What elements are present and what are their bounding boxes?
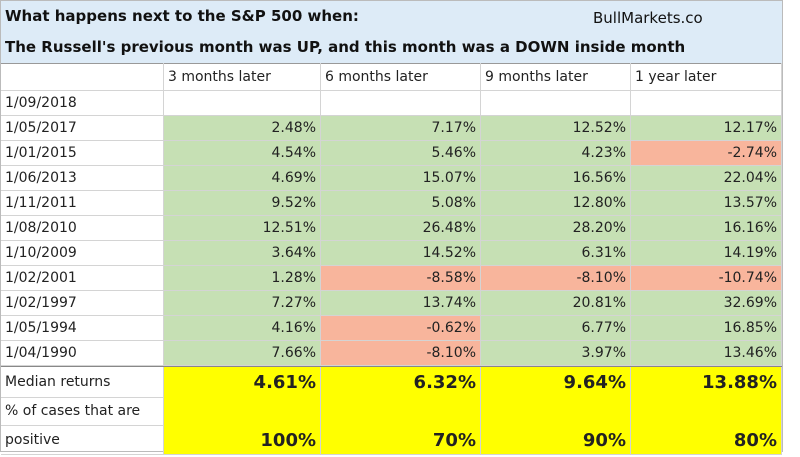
value-cell: -8.58% [321,266,481,291]
value-cell: 6.77% [481,316,631,341]
title-line: The Russell's previous month was UP, and… [5,38,686,56]
table-row: Median returns 4.61% 6.32% 9.64% 13.88% [1,366,782,398]
empty-cell [321,91,481,116]
table-row: 1/05/2017 2.48% 7.17% 12.52% 12.17% [1,116,782,141]
summary-value: 90% [481,426,631,455]
value-cell: 7.66% [164,341,321,366]
value-cell: 13.46% [631,341,782,366]
value-cell: 15.07% [321,166,481,191]
value-cell: 6.31% [481,241,631,266]
date-cell: 1/01/2015 [1,141,164,166]
summary-blank [631,397,782,426]
value-cell: 12.52% [481,116,631,141]
date-cell: 1/05/1994 [1,316,164,341]
value-cell: 4.69% [164,166,321,191]
empty-cell [631,91,782,116]
summary-blank [481,397,631,426]
summary-value: 70% [321,426,481,455]
date-cell: 1/05/2017 [1,116,164,141]
title-line: What happens next to the S&P 500 when: [5,7,359,25]
table-row: % of cases that are [1,397,782,426]
date-cell: 1/11/2011 [1,191,164,216]
value-cell: 12.80% [481,191,631,216]
date-cell: 1/10/2009 [1,241,164,266]
value-cell: 26.48% [321,216,481,241]
row-label: positive [1,426,164,455]
column-header: 9 months later [481,63,631,91]
table-row: 1/06/2013 4.69% 15.07% 16.56% 22.04% [1,166,782,191]
value-cell: 2.48% [164,116,321,141]
header-cell [1,63,164,91]
date-cell: 1/02/2001 [1,266,164,291]
table-row: 1/01/2015 4.54% 5.46% 4.23% -2.74% [1,141,782,166]
summary-value: 80% [631,426,782,455]
spreadsheet: What happens next to the S&P 500 when: B… [0,0,783,455]
value-cell: 16.85% [631,316,782,341]
table-row: 1/02/2001 1.28% -8.58% -8.10% -10.74% [1,266,782,291]
table-row: 3 months later 6 months later 9 months lat… [1,63,782,91]
table-row: 1/11/2011 9.52% 5.08% 12.80% 13.57% [1,191,782,216]
column-header: 1 year later [631,63,782,91]
date-cell: 1/06/2013 [1,166,164,191]
value-cell: 4.23% [481,141,631,166]
table-row: 1/04/1990 7.66% -8.10% 3.97% 13.46% [1,341,782,366]
value-cell: 5.46% [321,141,481,166]
summary-value: 13.88% [631,367,782,398]
table-row: 1/09/2018 [1,91,782,116]
value-cell: 13.57% [631,191,782,216]
value-cell: 28.20% [481,216,631,241]
value-cell: 16.56% [481,166,631,191]
value-cell: 32.69% [631,291,782,316]
date-cell: 1/04/1990 [1,341,164,366]
row-label: Median returns [1,367,164,398]
value-cell: 4.16% [164,316,321,341]
value-cell: -2.74% [631,141,782,166]
empty-cell [481,91,631,116]
column-header: 3 months later [164,63,321,91]
table-row: positive 100% 70% 90% 80% [1,426,782,455]
value-cell: 3.97% [481,341,631,366]
date-cell: 1/09/2018 [1,91,164,116]
header: What happens next to the S&P 500 when: B… [1,1,782,64]
summary-value: 4.61% [164,367,321,398]
table-row: 1/05/1994 4.16% -0.62% 6.77% 16.85% [1,316,782,341]
summary-value: 6.32% [321,367,481,398]
value-cell: 20.81% [481,291,631,316]
value-cell: 7.17% [321,116,481,141]
empty-cell [164,91,321,116]
value-cell: -0.62% [321,316,481,341]
value-cell: 12.51% [164,216,321,241]
summary-value: 100% [164,426,321,455]
site: BullMarkets.co [593,9,703,27]
row-label: % of cases that are [1,397,164,426]
value-cell: 14.52% [321,241,481,266]
date-cell: 1/02/1997 [1,291,164,316]
table-row: 1/02/1997 7.27% 13.74% 20.81% 32.69% [1,291,782,316]
summary-value: 9.64% [481,367,631,398]
value-cell: 7.27% [164,291,321,316]
date-cell: 1/08/2010 [1,216,164,241]
value-cell: 1.28% [164,266,321,291]
summary-blank [321,397,481,426]
value-cell: 5.08% [321,191,481,216]
value-cell: -8.10% [321,341,481,366]
value-cell: 22.04% [631,166,782,191]
value-cell: -10.74% [631,266,782,291]
value-cell: 12.17% [631,116,782,141]
column-header: 6 months later [321,63,481,91]
value-cell: 14.19% [631,241,782,266]
value-cell: 13.74% [321,291,481,316]
value-cell: 3.64% [164,241,321,266]
table-row: 1/10/2009 3.64% 14.52% 6.31% 14.19% [1,241,782,266]
table-row: 1/08/2010 12.51% 26.48% 28.20% 16.16% [1,216,782,241]
value-cell: 4.54% [164,141,321,166]
value-cell: 9.52% [164,191,321,216]
value-cell: -8.10% [481,266,631,291]
value-cell: 16.16% [631,216,782,241]
summary-blank [164,397,321,426]
